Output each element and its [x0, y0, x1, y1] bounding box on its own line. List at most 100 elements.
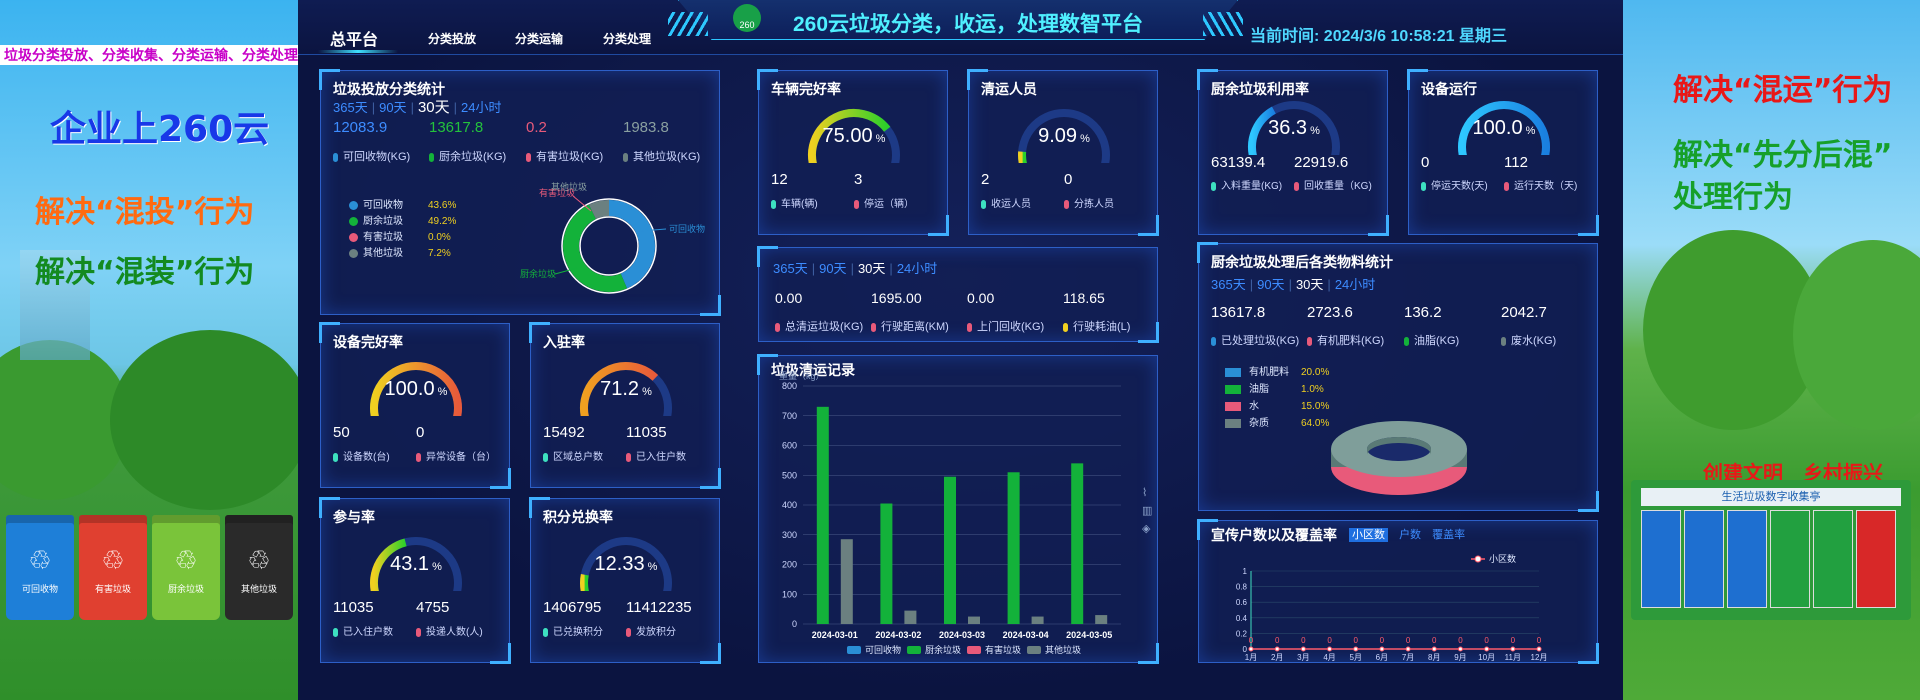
processed-label: 已处理垃圾(KG) — [1211, 332, 1299, 348]
stack-icon[interactable]: ◈ — [1142, 523, 1151, 535]
recycle-icon: ♲ — [101, 545, 125, 575]
data-point — [1484, 646, 1490, 652]
device_run-label-1: 停运天数(天) — [1421, 177, 1488, 192]
distribution-tabs: 365天 | 90天 | 30天 | 24小时 — [333, 99, 502, 116]
chart-toolbox[interactable]: ⌇ ▥ ◈ — [1142, 484, 1152, 538]
x-tick-label: 8月 — [1428, 653, 1440, 662]
tab-90d[interactable]: 90天 — [379, 100, 407, 115]
tab-30d[interactable]: 30天 — [857, 261, 886, 276]
legend-label: 可回收物 — [865, 644, 901, 655]
part-value-2: 4755 — [416, 599, 450, 616]
tab-24h[interactable]: 24小时 — [1334, 277, 1376, 292]
tab-90d[interactable]: 90天 — [819, 261, 847, 276]
device_run-gauge — [1458, 101, 1550, 155]
vehicle-percent: 75.00 % — [822, 125, 886, 147]
points-value-1: 1406795 — [543, 599, 602, 616]
kitchen-materials-legend-item[interactable]: 有机肥料 20.0% — [1225, 363, 1329, 378]
legend-label: 厨余垃圾 — [925, 644, 961, 655]
title-stripes-left — [668, 12, 708, 36]
bar — [1007, 472, 1020, 624]
distribution-legend-item[interactable]: 可回收物 43.6% — [349, 196, 456, 211]
data-label: 0 — [1511, 636, 1516, 645]
x-tick-label: 2024-03-05 — [1066, 630, 1112, 640]
nav-sort-process[interactable]: 分类处理 — [603, 32, 652, 46]
tab-households[interactable]: 户数 — [1399, 529, 1422, 541]
recycle-icon: ♲ — [28, 545, 52, 575]
staff-value-2: 0 — [1064, 171, 1073, 188]
callout-hazard: 有害垃圾 — [539, 187, 575, 198]
legend-swatch — [1027, 646, 1041, 654]
x-tick-label: 12月 — [1531, 653, 1548, 662]
y-tick-label: 0.4 — [1236, 614, 1248, 623]
tab-365d[interactable]: 365天 — [773, 261, 808, 276]
data-point — [1248, 646, 1254, 652]
data-label: 0 — [1537, 636, 1542, 645]
equip-value-2: 0 — [416, 424, 425, 441]
distribution-legend-item[interactable]: 其他垃圾 7.2% — [349, 244, 451, 259]
distribution-panel: 垃圾投放分类统计 365天 | 90天 | 30天 | 24小时 12083.9 13617… — [319, 69, 721, 316]
settle-gauge — [580, 362, 672, 416]
kitchen-materials-legend-item[interactable]: 杂质 64.0% — [1225, 414, 1329, 429]
tab-90d[interactable]: 90天 — [1257, 277, 1285, 292]
vehicle-label-1: 车辆(辆) — [771, 195, 818, 210]
x-tick-label: 5月 — [1350, 653, 1362, 662]
kitchen_use-percent: 36.3 % — [1268, 117, 1320, 139]
transport-panel: 365天 | 90天 | 30天 | 24小时 0.00 1695.00 0.00 118.… — [757, 246, 1159, 343]
vehicle-gauge-fill — [808, 109, 891, 163]
donut-slice — [563, 204, 627, 292]
trash-bin-label: 可回收物 — [21, 584, 58, 594]
tab-365d[interactable]: 365天 — [1211, 277, 1246, 292]
distribution-legend-item[interactable]: 厨余垃圾 49.2% — [349, 212, 456, 227]
y-tick-label: 200 — [782, 560, 797, 570]
kitchen_use-label-1: 入料重量(KG) — [1211, 177, 1282, 192]
kitchen-materials-title: 厨余垃圾处理后各类物料统计 — [1211, 254, 1393, 270]
recycle-icon: ♲ — [247, 545, 271, 575]
points-rate-panel: 积分兑换率 12.33 % 1406795 11412235 已兑换积分 发放积… — [529, 497, 721, 664]
bar — [1095, 615, 1108, 624]
tab-30d[interactable]: 30天 — [417, 99, 450, 116]
vehicle-value-2: 3 — [854, 171, 863, 188]
tab-24h[interactable]: 24小时 — [461, 100, 502, 115]
distribution-legend-item[interactable]: 有害垃圾 0.0% — [349, 228, 451, 243]
tab-communities[interactable]: 小区数 — [1349, 528, 1388, 542]
right-banner: 解决“混运”行为 解决“先分后混” 处理行为 创建文明 乡村振兴 生活垃圾数字收… — [1623, 0, 1920, 700]
distance-value: 1695.00 — [871, 290, 922, 306]
kitchen-materials-legend-item[interactable]: 油脂 1.0% — [1225, 380, 1324, 395]
collection-bar-chart: 重量（kg） 0 100 200 300 400 500 600 700 800 2024-03-0… — [779, 370, 1121, 655]
data-point — [1536, 646, 1542, 652]
logo-icon: 260 — [733, 4, 761, 32]
staff-percent: 9.09 % — [1038, 125, 1090, 147]
nav-total-platform[interactable]: 总平台 — [330, 32, 379, 49]
left-banner: 垃圾分类投放、分类收集、分类运输、分类处理产业链 企业上260云 解决“混投”行… — [0, 0, 298, 700]
nav-sort-transport[interactable]: 分类运输 — [515, 32, 564, 46]
recyclable-value: 12083.9 — [333, 119, 388, 136]
tab-30d[interactable]: 30天 — [1295, 277, 1324, 292]
tab-24h[interactable]: 24小时 — [896, 261, 938, 276]
tab-365d[interactable]: 365天 — [333, 100, 368, 115]
line-chart-icon[interactable]: ⌇ — [1142, 487, 1148, 499]
part-value-1: 11035 — [333, 599, 374, 616]
bar — [1031, 616, 1044, 624]
kitchen_use-value-2: 22919.6 — [1294, 154, 1349, 171]
bar — [968, 616, 980, 624]
device_run-value-2: 112 — [1504, 154, 1528, 171]
bar-chart-icon[interactable]: ▥ — [1142, 505, 1153, 517]
coverage-panel: 宣传户数以及覆盖率 小区数 户数 覆盖率 小区数 0 0.2 0.4 0.6 0.8 1 1月… — [1197, 519, 1599, 664]
data-label: 0 — [1484, 636, 1489, 645]
x-tick-label: 2024-03-03 — [939, 630, 985, 640]
nav-sort-dispose[interactable]: 分类投放 — [428, 32, 477, 46]
x-tick-label: 2月 — [1271, 653, 1283, 662]
kitchen-materials-legend-item[interactable]: 水 15.0% — [1225, 397, 1329, 412]
total-collected-label: 总清运垃圾(KG) — [775, 318, 863, 334]
time-label: 当前时间: — [1250, 28, 1320, 45]
y-tick-label: 500 — [782, 470, 797, 480]
donut-slice — [608, 200, 655, 289]
slogan-processing: 处理行为 — [1673, 180, 1793, 215]
points-gauge — [580, 537, 672, 591]
door-pickup-value: 0.00 — [967, 290, 995, 306]
y-tick-label: 0.8 — [1236, 583, 1248, 592]
legend-marker — [1474, 555, 1482, 563]
x-tick-label: 2024-03-01 — [812, 630, 858, 640]
tab-coverage[interactable]: 覆盖率 — [1432, 529, 1466, 541]
